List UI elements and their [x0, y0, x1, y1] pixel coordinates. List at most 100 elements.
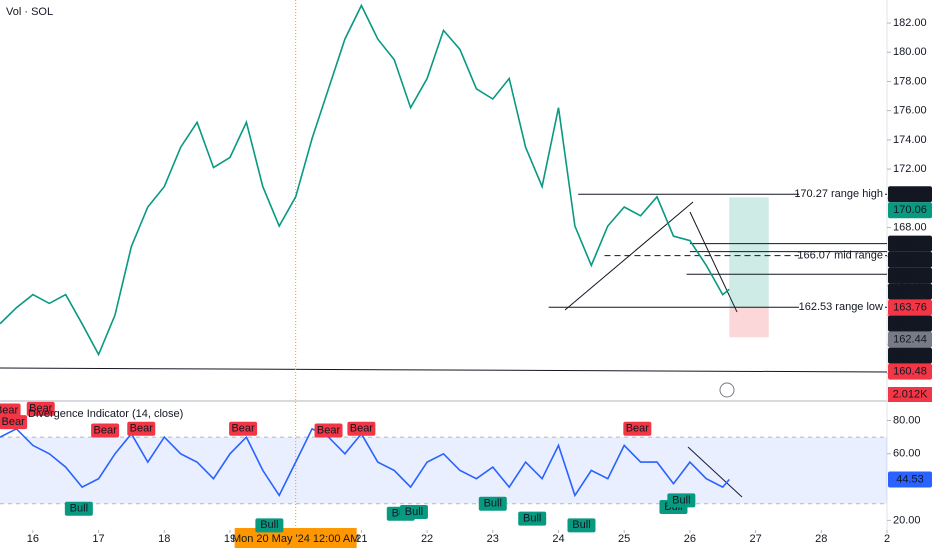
x-tick-label: 23	[487, 533, 499, 545]
price-tag-label: 170.27	[893, 188, 927, 200]
rsi-tag	[888, 471, 932, 488]
signal-badge	[314, 423, 343, 438]
y-tick-label: 174.00	[893, 134, 927, 146]
signal-badge	[127, 421, 156, 436]
trend-line	[689, 211, 738, 313]
signal-badge	[623, 421, 652, 436]
volume-label: 2.012K	[893, 388, 929, 400]
x-tick-label: 19	[224, 533, 236, 545]
signal-badge	[229, 421, 258, 436]
signal-badge	[91, 423, 120, 438]
price-tag-label: 160.48	[893, 366, 927, 378]
level-label-bg	[799, 300, 885, 315]
price-tag-label: 166.34	[893, 254, 927, 266]
y-tick-label: 168.00	[893, 221, 927, 233]
signal-label: Bear	[0, 404, 19, 416]
price-tag	[888, 315, 932, 332]
price-tag	[888, 186, 932, 203]
alert-icon[interactable]	[719, 382, 735, 398]
signal-label: Bull	[260, 519, 278, 531]
x-tick-label: 16	[27, 533, 39, 545]
price-tag-label: 166.89	[893, 238, 927, 250]
level-label-bg	[799, 187, 885, 202]
price-tag-label: 166.07	[893, 270, 927, 282]
price-tag	[888, 363, 932, 380]
signal-label: Bear	[317, 424, 341, 436]
signal-label: Bull	[70, 503, 88, 515]
price-tag-label: 170.06	[893, 204, 927, 216]
x-tick-label: 26	[684, 533, 696, 545]
crosshair-label: Mon 20 May '24 12:00 AM	[232, 533, 359, 545]
x-tick-label: 24	[552, 533, 564, 545]
signal-label: Bull	[405, 506, 423, 518]
y-tick-label: 60.00	[893, 448, 921, 460]
signal-badge	[399, 505, 428, 520]
signal-badge	[347, 421, 376, 436]
trend-line	[0, 367, 888, 373]
signal-label: Bear	[2, 416, 26, 428]
x-tick-label: 17	[92, 533, 104, 545]
y-tick-label: 172.00	[893, 163, 927, 175]
price-tag	[888, 202, 932, 219]
signal-label: Bear	[29, 403, 53, 415]
signal-label: Bull	[484, 498, 502, 510]
signal-label: Bear	[94, 424, 118, 436]
price-tag-label: 164.79	[893, 286, 927, 298]
y-tick-label: 180.00	[893, 46, 927, 58]
price-tag	[888, 267, 932, 284]
level-label: 162.53 range low	[799, 301, 883, 313]
rsi-band	[0, 437, 887, 504]
signal-badge	[0, 415, 28, 430]
y-tick-label: 182.00	[893, 17, 927, 29]
price-tag-label: 162.15	[893, 350, 927, 362]
signal-badge	[64, 501, 93, 516]
chart-title: Vol · SOL	[6, 6, 53, 18]
signal-badge	[667, 493, 696, 508]
signal-label: Bear	[231, 423, 255, 435]
rsi-tag-label: 44.53	[896, 473, 924, 485]
price-tag	[888, 331, 932, 348]
x-tick-label: 25	[618, 533, 630, 545]
signal-badge	[567, 518, 596, 533]
y-tick-label: 20.00	[893, 514, 921, 526]
signal-label: Bull	[672, 494, 690, 506]
price-tag	[888, 283, 932, 300]
signal-label: Bull	[572, 519, 590, 531]
x-tick-label: 21	[355, 533, 367, 545]
series-line	[0, 3, 730, 357]
x-tick-label: 27	[749, 533, 761, 545]
position-target	[729, 197, 769, 308]
position-stop	[729, 307, 769, 338]
indicator-title: Divergence Indicator (14, close)	[28, 408, 183, 420]
signal-badge	[0, 403, 21, 418]
trend-line	[687, 446, 743, 498]
volume-tag	[888, 387, 932, 402]
signal-badge	[478, 496, 507, 511]
y-tick-label: 80.00	[893, 414, 921, 426]
price-tag	[888, 251, 932, 268]
y-tick-label: 178.00	[893, 75, 927, 87]
signal-label: Bear	[350, 423, 374, 435]
crosshair-label-bg	[234, 528, 357, 548]
price-tag-label: 162.53	[893, 318, 927, 330]
x-tick-label: 22	[421, 533, 433, 545]
price-tag	[888, 235, 932, 252]
price-tag	[888, 299, 932, 316]
signal-badge	[518, 511, 547, 526]
level-label: 170.27 range high	[794, 188, 883, 200]
signal-label: Bear	[130, 423, 154, 435]
level-label: 166.07 mid range	[797, 250, 883, 262]
price-tag-label: 163.76	[893, 302, 927, 314]
y-tick-label: 176.00	[893, 105, 927, 117]
x-tick-label: 28	[815, 533, 827, 545]
x-tick-label: 2	[884, 533, 890, 545]
series-line	[0, 427, 730, 498]
x-tick-label: 18	[158, 533, 170, 545]
price-tag	[888, 347, 932, 364]
price-tag-label: 162.44	[893, 334, 927, 346]
signal-badge	[255, 518, 284, 533]
signal-label: Bull	[523, 513, 541, 525]
signal-badge	[26, 401, 55, 416]
signal-label: Bear	[626, 423, 650, 435]
